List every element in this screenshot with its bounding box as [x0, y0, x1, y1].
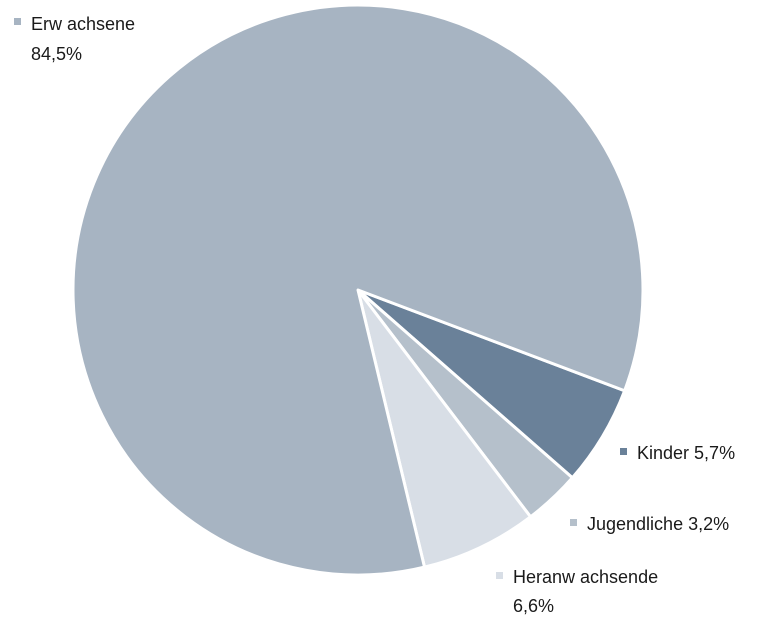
- legend-marker-erwachsene: [14, 18, 21, 25]
- label-erwachsene: Erw achsene 84,5%: [14, 14, 135, 64]
- slice-label-heranwachsende: Heranw achsende: [513, 567, 658, 587]
- slice-value-erwachsene: 84,5%: [31, 44, 82, 64]
- legend-marker-kinder: [620, 448, 627, 455]
- legend-marker-heranwachsende: [496, 572, 503, 579]
- slice-label-erwachsene: Erw achsene: [31, 14, 135, 34]
- label-jugendliche: Jugendliche 3,2%: [570, 514, 729, 534]
- slice-heranwachsende: [356, 288, 533, 569]
- pie-slices: [71, 3, 645, 577]
- slice-erwachsene: [71, 3, 645, 577]
- slice-value-heranwachsende: 6,6%: [513, 596, 554, 616]
- slice-label-kinder: Kinder 5,7%: [637, 443, 735, 463]
- label-heranwachsende: Heranw achsende 6,6%: [496, 567, 658, 616]
- slice-label-jugendliche: Jugendliche 3,2%: [587, 514, 729, 534]
- legend-marker-jugendliche: [570, 519, 577, 526]
- label-kinder: Kinder 5,7%: [620, 443, 735, 463]
